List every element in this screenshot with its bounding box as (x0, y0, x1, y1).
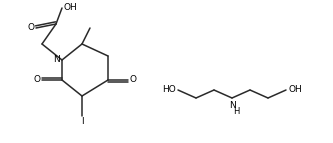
Text: OH: OH (63, 3, 77, 12)
Text: H: H (233, 108, 239, 117)
Text: OH: OH (288, 86, 302, 95)
Text: O: O (28, 23, 35, 32)
Text: I: I (81, 118, 83, 127)
Text: O: O (130, 76, 137, 85)
Text: HO: HO (162, 86, 176, 95)
Text: N: N (54, 55, 60, 64)
Text: N: N (229, 102, 235, 111)
Text: O: O (34, 76, 41, 85)
